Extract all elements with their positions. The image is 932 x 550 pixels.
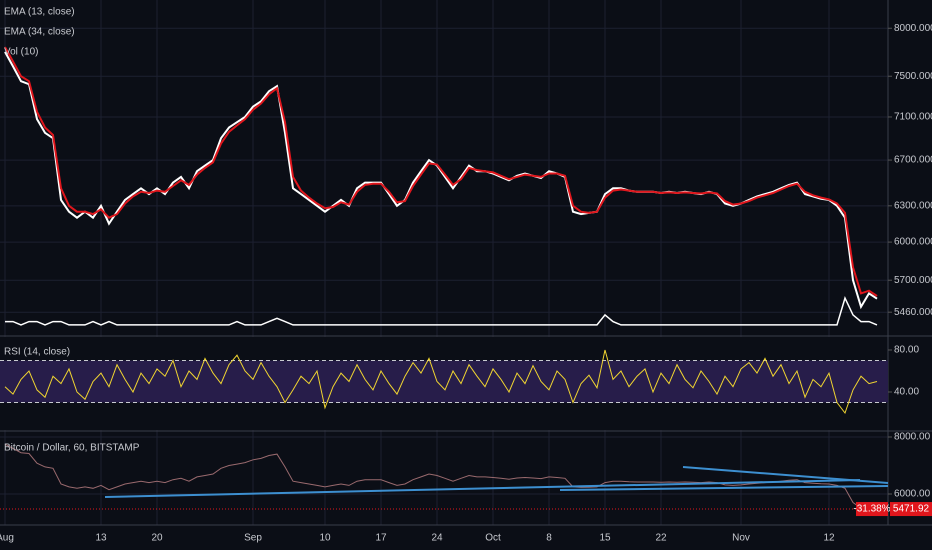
y-tick-label: 6000.000 xyxy=(894,237,932,248)
y-tick-label: 6300.000 xyxy=(894,200,932,211)
x-tick-label: Sep xyxy=(244,533,262,544)
x-tick-label: Nov xyxy=(732,533,750,544)
legend-entry: EMA (34, close) xyxy=(4,27,75,38)
y-tick-label: 7500.000 xyxy=(894,71,932,82)
last-price-box xyxy=(890,502,932,517)
x-tick-label: 22 xyxy=(655,533,667,544)
trend-line xyxy=(559,485,889,491)
change-box xyxy=(856,502,888,517)
y-tick-label: 80.00 xyxy=(894,345,919,356)
x-tick-label: 15 xyxy=(599,533,611,544)
mini-price-line xyxy=(4,443,878,509)
x-tick-label: 17 xyxy=(375,533,387,544)
last-price-label: 5471.92 xyxy=(893,504,930,515)
x-tick-label: 12 xyxy=(823,533,835,544)
x-tick-label: 20 xyxy=(151,533,163,544)
legend-entry: EMA (13, close) xyxy=(4,7,75,18)
y-tick-label: 8000.00 xyxy=(894,432,931,443)
rsi-band xyxy=(0,360,888,403)
x-tick-label: 8 xyxy=(546,533,552,544)
x-tick-label: 10 xyxy=(319,533,331,544)
mini-title: Bitcoin / Dollar, 60, BITSTAMP xyxy=(4,443,140,454)
trend-line xyxy=(682,466,889,484)
change-label: -31.38% xyxy=(853,504,890,515)
y-tick-label: 8000.000 xyxy=(894,23,932,34)
y-tick-label: 5700.000 xyxy=(894,275,932,286)
y-tick-label: 40.00 xyxy=(894,387,919,398)
y-tick-label: 7100.000 xyxy=(894,112,932,123)
y-tick-label: 5460.000 xyxy=(894,307,932,318)
rsi-line xyxy=(4,349,878,415)
legend-entry: RSI (14, close) xyxy=(4,347,70,358)
series-line xyxy=(5,296,878,326)
x-tick-label: 13 xyxy=(95,533,107,544)
x-tick-label: Oct xyxy=(485,533,501,544)
trend-line xyxy=(104,479,861,498)
y-tick-label: 6000.00 xyxy=(894,489,931,500)
plot-layer xyxy=(0,46,888,510)
x-tick-label: Aug xyxy=(0,533,14,544)
x-tick-label: 24 xyxy=(431,533,443,544)
legend-entry: Vol (10) xyxy=(4,47,38,58)
y-tick-label: 6700.000 xyxy=(894,155,932,166)
series-line xyxy=(4,46,878,297)
